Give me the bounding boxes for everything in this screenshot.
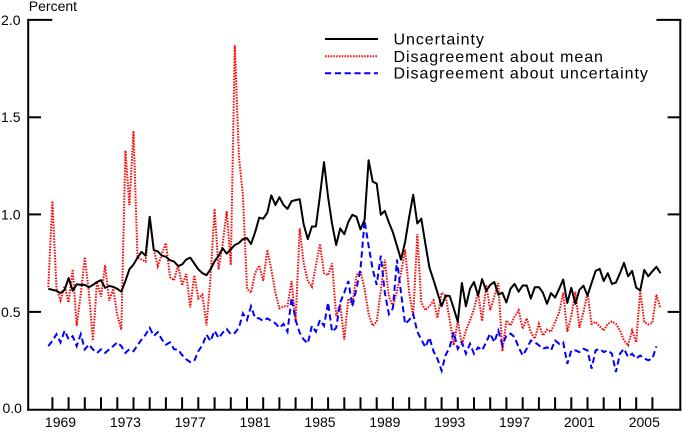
svg-text:1981: 1981 [240,414,271,428]
svg-text:Disagreement about mean: Disagreement about mean [394,49,604,66]
svg-text:2001: 2001 [564,414,595,428]
svg-text:1.0: 1.0 [1,206,21,222]
svg-text:2.0: 2.0 [1,12,21,28]
svg-text:Disagreement about uncertainty: Disagreement about uncertainty [394,66,649,83]
svg-text:1.5: 1.5 [1,109,21,125]
svg-text:1969: 1969 [45,414,76,428]
svg-text:1985: 1985 [304,414,335,428]
svg-text:1989: 1989 [369,414,400,428]
svg-text:1973: 1973 [110,414,141,428]
svg-text:1997: 1997 [499,414,530,428]
svg-text:Percent: Percent [29,0,77,14]
svg-text:0.0: 0.0 [3,400,23,416]
svg-text:1977: 1977 [175,414,206,428]
svg-text:Uncertainty: Uncertainty [394,32,485,49]
svg-text:0.5: 0.5 [1,304,21,320]
svg-text:1993: 1993 [434,414,465,428]
svg-text:2005: 2005 [629,414,660,428]
